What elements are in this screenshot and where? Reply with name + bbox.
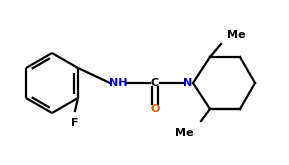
Text: O: O: [150, 104, 160, 114]
Text: Me: Me: [227, 30, 245, 40]
Text: F: F: [71, 118, 79, 128]
Text: Me: Me: [175, 128, 194, 138]
Text: NH: NH: [109, 78, 127, 88]
Text: C: C: [151, 78, 159, 88]
Text: N: N: [184, 78, 193, 88]
